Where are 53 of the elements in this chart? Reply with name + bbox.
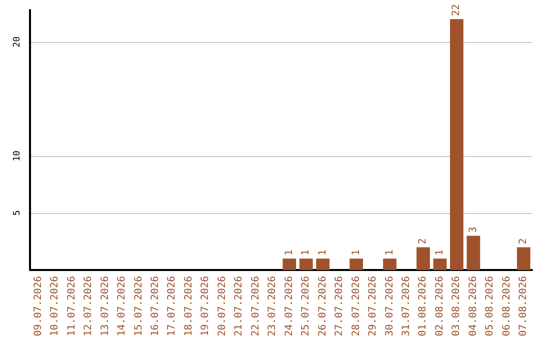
data-label: 1 bbox=[284, 250, 295, 256]
x-tick-label: 14.07.2026 bbox=[116, 276, 128, 336]
bar bbox=[383, 258, 396, 270]
bar bbox=[433, 258, 447, 270]
x-tick-label: 12.07.2026 bbox=[83, 276, 94, 336]
x-tick-label: 16.07.2026 bbox=[150, 276, 161, 336]
data-label: 3 bbox=[468, 226, 479, 233]
data-label: 1 bbox=[350, 250, 362, 256]
x-tick-label: 30.07.2026 bbox=[384, 276, 396, 336]
x-tick-label: 26.07.2026 bbox=[317, 276, 328, 336]
x-tick-label: 06.08.2026 bbox=[501, 276, 512, 336]
x-tick-label: 01.08.2026 bbox=[418, 276, 429, 336]
y-tick-label: 10 bbox=[12, 150, 22, 162]
x-tick-label: 28.07.2026 bbox=[350, 276, 362, 336]
x-tick-label: 21.07.2026 bbox=[234, 276, 245, 336]
y-tick-label: 5 bbox=[12, 210, 22, 216]
x-tick-label: 11.07.2026 bbox=[66, 276, 78, 336]
x-tick-label: 13.07.2026 bbox=[100, 276, 111, 336]
data-label: 1 bbox=[384, 250, 396, 256]
bar bbox=[299, 258, 313, 270]
x-tick-label: 04.08.2026 bbox=[468, 276, 479, 336]
x-tick-label: 20.07.2026 bbox=[216, 276, 228, 336]
x-tick-label: 18.07.2026 bbox=[183, 276, 194, 336]
data-label: 22 bbox=[451, 4, 462, 16]
x-tick-label: 09.07.2026 bbox=[32, 276, 44, 336]
bar bbox=[350, 258, 363, 270]
x-tick-label: 02.08.2026 bbox=[434, 276, 446, 336]
data-label: 2 bbox=[418, 238, 429, 244]
bar bbox=[316, 258, 330, 270]
x-tick-label: 23.07.2026 bbox=[267, 276, 278, 336]
x-tick-label: 19.07.2026 bbox=[200, 276, 212, 336]
data-label: 1 bbox=[434, 250, 446, 256]
data-label: 1 bbox=[317, 250, 328, 256]
y-tick-label: 20 bbox=[12, 36, 22, 48]
data-label: 1 bbox=[300, 250, 312, 256]
x-tick-label: 31.07.2026 bbox=[401, 276, 412, 336]
x-tick-label: 03.08.2026 bbox=[451, 276, 462, 336]
x-tick-label: 15.07.2026 bbox=[133, 276, 144, 336]
bar bbox=[282, 258, 296, 270]
x-tick-label: 27.07.2026 bbox=[334, 276, 346, 336]
bar bbox=[516, 247, 530, 270]
bar bbox=[450, 19, 464, 270]
bar bbox=[416, 247, 430, 270]
x-tick-label: 25.07.2026 bbox=[300, 276, 312, 336]
data-label: 2 bbox=[518, 238, 530, 244]
bar bbox=[466, 236, 480, 270]
x-tick-label: 24.07.2026 bbox=[284, 276, 295, 336]
x-tick-label: 29.07.2026 bbox=[368, 276, 379, 336]
x-tick-label: 10.07.2026 bbox=[50, 276, 61, 336]
x-tick-label: 22.07.2026 bbox=[250, 276, 262, 336]
x-tick-label: 17.07.2026 bbox=[166, 276, 178, 336]
x-tick-label: 07.08.2026 bbox=[518, 276, 530, 336]
x-tick-label: 05.08.2026 bbox=[484, 276, 496, 336]
